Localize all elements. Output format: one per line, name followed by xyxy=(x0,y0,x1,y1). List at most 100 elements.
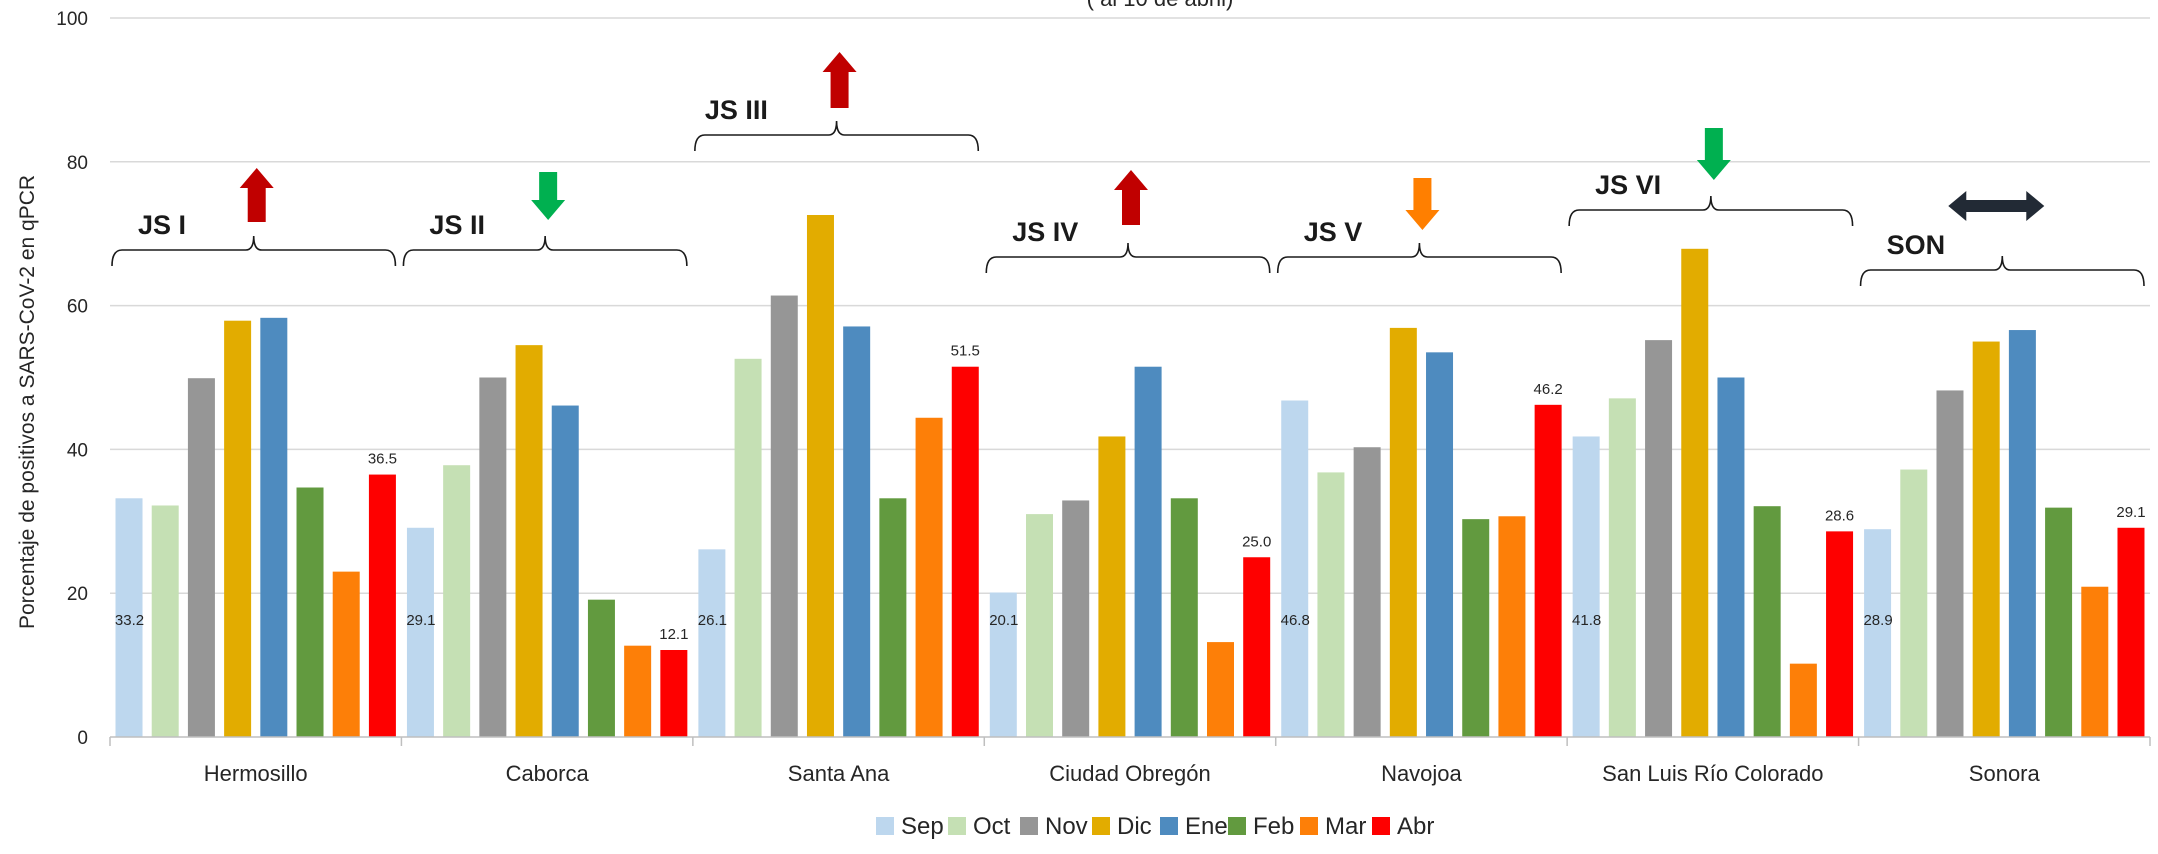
bar-navojoa-ene xyxy=(1426,352,1454,737)
group-label-son: SON xyxy=(1887,230,1946,260)
bracket-js-iii xyxy=(694,120,980,152)
bar-navojoa-oct xyxy=(1317,472,1345,737)
data-label-san-luis-rio-colorado-abr: 28.6 xyxy=(1825,507,1854,524)
x-tick-label-navojoa: Navojoa xyxy=(1381,761,1462,786)
bar-hermosillo-ene xyxy=(260,317,288,737)
bar-caborca-sep xyxy=(406,527,434,737)
bracket-js-vi xyxy=(1568,195,1854,227)
bar-sonora-ene xyxy=(2008,330,2036,737)
legend-label-mar: Mar xyxy=(1325,813,1366,840)
data-labels: 33.2 36.5 29.1 12.1 26.1 51.5 20.1 25.0 46.8 46.2… xyxy=(115,343,2146,643)
data-label-sonora-sep: 28.9 xyxy=(1863,612,1892,629)
x-tick-label-ciudad-obregon: Ciudad Obregón xyxy=(1049,761,1210,786)
x-tick-label-caborca: Caborca xyxy=(506,761,590,786)
bar-hermosillo-dic xyxy=(224,320,252,737)
legend-label-feb: Feb xyxy=(1253,813,1294,840)
bar-ciudad-obregon-ene xyxy=(1134,366,1162,737)
bar-caborca-feb xyxy=(587,599,615,737)
trend-down-arrow-icon xyxy=(531,172,566,220)
legend-label-nov: Nov xyxy=(1045,813,1088,840)
legend-label-oct: Oct xyxy=(973,813,1011,840)
trend-up-arrow-icon xyxy=(1114,170,1148,225)
y-tick-label: 40 xyxy=(67,440,88,461)
trend-down-arrow-icon xyxy=(1405,178,1440,230)
bar-ciudad-obregon-sep xyxy=(989,592,1017,737)
bar-santa-ana-mar xyxy=(915,417,943,737)
bar-ciudad-obregon-dic xyxy=(1098,436,1126,737)
y-tick-label: 80 xyxy=(67,153,88,174)
legend-swatch-dic xyxy=(1092,817,1110,835)
bar-santa-ana-dic xyxy=(806,215,834,738)
bar-hermosillo-oct xyxy=(151,505,179,737)
y-tick-label: 20 xyxy=(67,584,88,605)
bar-san-luis-rio-colorado-sep xyxy=(1572,436,1600,737)
bar-sonora-dic xyxy=(1972,341,2000,737)
x-tick-label-san-luis-rio-colorado: San Luis Río Colorado xyxy=(1602,761,1823,786)
legend-swatch-mar xyxy=(1300,817,1318,835)
y-tick-label: 100 xyxy=(56,9,88,30)
x-tick-label-santa-ana: Santa Ana xyxy=(788,761,890,786)
bar-sonora-mar xyxy=(2081,586,2109,737)
bar-hermosillo-nov xyxy=(187,378,215,737)
chart-subtitle: ( al 10 de abril) xyxy=(1087,0,1234,11)
bar-ciudad-obregon-oct xyxy=(1026,514,1053,737)
bar-navojoa-nov xyxy=(1353,447,1381,737)
trend-down-arrow-icon xyxy=(1696,128,1731,180)
bar-ciudad-obregon-feb xyxy=(1170,498,1198,737)
bar-navojoa-mar xyxy=(1498,516,1526,737)
legend: Sep Oct Nov Dic Ene Feb Mar Abr xyxy=(876,813,1434,840)
bar-caborca-abr xyxy=(660,650,688,737)
bracket-js-ii xyxy=(402,235,688,267)
bar-navojoa-sep xyxy=(1281,400,1309,737)
bar-santa-ana-oct xyxy=(734,358,762,737)
bar-san-luis-rio-colorado-ene xyxy=(1717,377,1745,737)
data-label-hermosillo-abr: 36.5 xyxy=(368,451,397,468)
x-tick-label-sonora: Sonora xyxy=(1969,761,2041,786)
trend-up-arrow-icon xyxy=(239,168,274,222)
data-label-caborca-abr: 12.1 xyxy=(659,626,688,643)
data-label-caborca-sep: 29.1 xyxy=(406,612,435,629)
y-axis-label: Porcentaje de positivos a SARS-CoV-2 en … xyxy=(16,175,39,629)
bar-santa-ana-feb xyxy=(879,498,907,737)
bracket-js-iv xyxy=(985,242,1271,274)
bar-caborca-ene xyxy=(551,405,579,737)
group-label-js-iv: JS IV xyxy=(1012,217,1078,247)
bracket-js-v xyxy=(1276,242,1562,274)
bracket-son xyxy=(1859,255,2145,287)
bar-santa-ana-nov xyxy=(770,295,798,737)
bar-hermosillo-feb xyxy=(296,487,324,737)
bar-caborca-nov xyxy=(479,377,507,737)
bar-ciudad-obregon-mar xyxy=(1207,642,1234,737)
data-label-santa-ana-abr: 51.5 xyxy=(951,343,980,360)
bar-sonora-oct xyxy=(1900,469,1928,737)
bracket-js-i xyxy=(111,235,397,267)
bar-caborca-dic xyxy=(515,345,543,737)
group-label-js-v: JS V xyxy=(1304,217,1363,247)
annotations: JS I JS II JS III JS IV JS V JS VI SON xyxy=(111,52,2145,287)
group-label-js-i: JS I xyxy=(138,210,186,240)
gridlines xyxy=(110,17,2150,594)
bar-sonora-sep xyxy=(1864,529,1892,737)
bar-caborca-oct xyxy=(443,465,471,737)
legend-swatch-abr xyxy=(1372,817,1390,835)
data-label-san-luis-rio-colorado-sep: 41.8 xyxy=(1572,612,1601,629)
bar-san-luis-rio-colorado-mar xyxy=(1789,663,1817,737)
data-label-santa-ana-sep: 26.1 xyxy=(698,612,727,629)
bar-san-luis-rio-colorado-nov xyxy=(1645,340,1673,737)
bars xyxy=(115,215,2145,738)
bar-santa-ana-sep xyxy=(698,549,726,737)
legend-swatch-ene xyxy=(1160,817,1178,835)
legend-label-sep: Sep xyxy=(901,813,944,840)
x-tick-label-hermosillo: Hermosillo xyxy=(204,761,308,786)
data-label-ciudad-obregon-sep: 20.1 xyxy=(989,612,1018,629)
group-label-js-vi: JS VI xyxy=(1595,170,1661,200)
bar-caborca-mar xyxy=(624,645,652,737)
bar-hermosillo-sep xyxy=(115,498,143,737)
legend-label-ene: Ene xyxy=(1185,813,1228,840)
bar-sonora-feb xyxy=(2045,507,2073,737)
bar-santa-ana-abr xyxy=(951,366,979,737)
bar-navojoa-dic xyxy=(1389,327,1417,737)
data-label-ciudad-obregon-abr: 25.0 xyxy=(1242,533,1271,550)
